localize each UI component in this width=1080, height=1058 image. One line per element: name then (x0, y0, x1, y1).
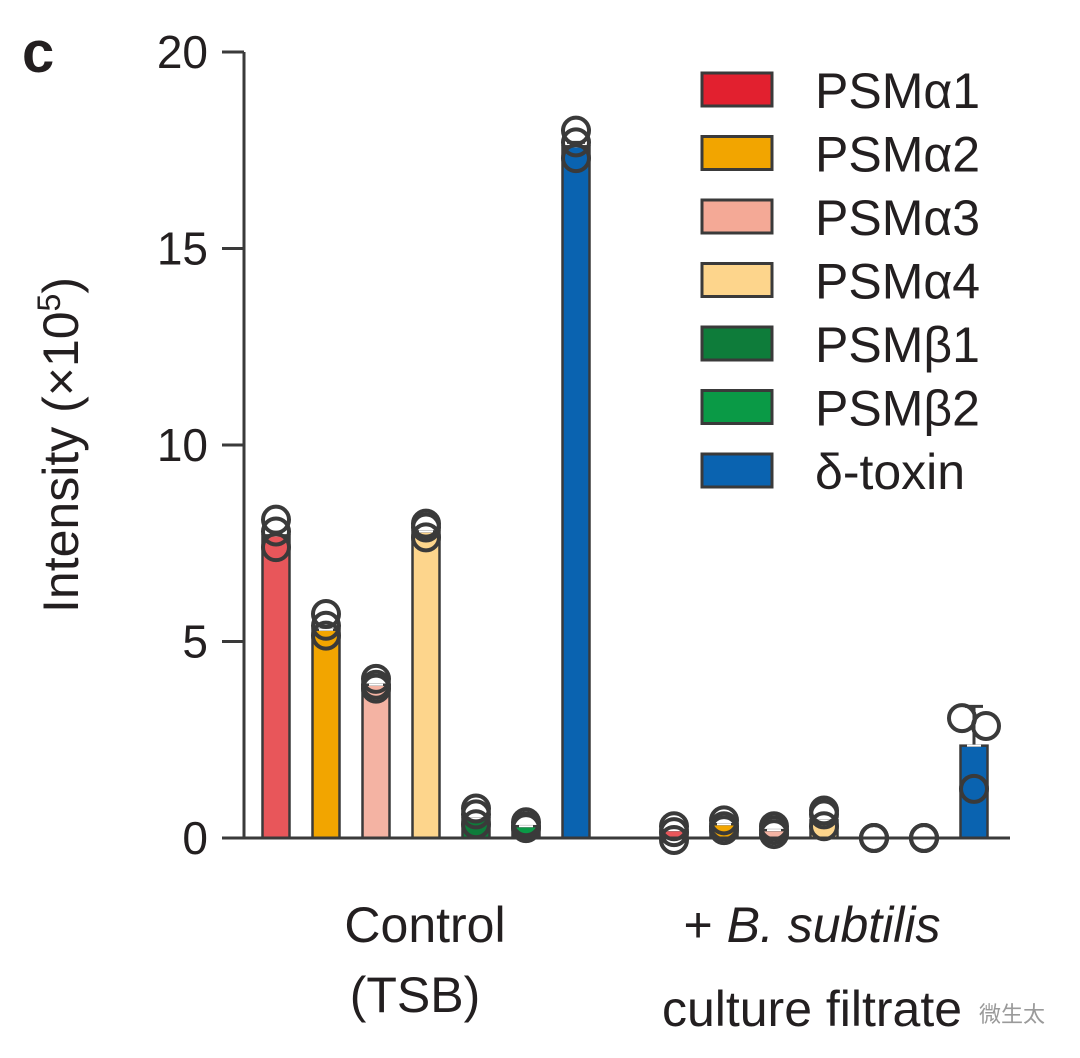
bar (561, 145, 591, 840)
y-axis-label-exponent: 5 (31, 294, 67, 312)
legend-item-1: PSMα2 (700, 127, 980, 183)
bar (311, 628, 341, 840)
bar-group-1-0 (311, 598, 341, 840)
bar (411, 530, 441, 840)
data-point (709, 815, 739, 846)
watermark: 微生太 (979, 1002, 1045, 1027)
group-label-treatment-line2: culture filtrate (662, 981, 962, 1037)
y-axis-label-text: Intensity (×10 (33, 311, 89, 613)
bar-group-6-1 (947, 703, 1001, 840)
legend-item-4: PSMβ1 (700, 317, 980, 373)
data-point (461, 799, 491, 830)
y-axis: 0 5 10 15 20 (157, 26, 1010, 864)
legend-item-3: PSMα4 (700, 254, 980, 310)
group-label-treatment-prefix: + (683, 897, 726, 953)
legend-item-6: δ-toxin (700, 444, 965, 500)
bar-group-2-0 (361, 663, 391, 840)
data-point (971, 710, 1001, 741)
data-point (659, 817, 689, 848)
legend-label: PSMβ2 (815, 381, 980, 437)
legend-swatch (700, 325, 774, 362)
y-tick-label-20: 20 (157, 26, 208, 78)
bar-group-3-1 (809, 795, 839, 842)
legend-swatch (700, 198, 774, 235)
y-tick-label-10: 10 (157, 419, 208, 471)
legend-item-0: PSMα1 (700, 63, 980, 119)
data-point (659, 824, 689, 855)
legend-item-5: PSMβ2 (700, 381, 980, 437)
bar (959, 744, 989, 840)
data-point (561, 143, 591, 174)
legend-swatch (700, 71, 774, 108)
legend-label: PSMα4 (815, 254, 980, 310)
y-tick-label-15: 15 (157, 223, 208, 275)
legend-swatch (700, 135, 774, 171)
group-label-control-line1: Control (344, 897, 505, 953)
bar-group-0-0 (261, 504, 291, 840)
group-label-treatment-species: B. subtilis (727, 897, 941, 953)
data-point (959, 773, 989, 804)
bar (261, 534, 291, 840)
data-point (809, 799, 839, 830)
group-label-treatment-line1: + B. subtilis (683, 897, 940, 953)
data-point (411, 522, 441, 553)
group-label-control-line2: (TSB) (350, 967, 481, 1023)
bar-group-3-0 (411, 508, 441, 840)
legend-label: PSMα1 (815, 63, 980, 119)
legend-label: δ-toxin (815, 444, 965, 500)
bar-group-1-1 (709, 805, 739, 846)
data-point (759, 819, 789, 850)
legend-swatch (700, 389, 774, 425)
y-tick-label-0: 0 (182, 812, 208, 864)
y-axis-label: Intensity (×105) (31, 277, 89, 613)
data-point (311, 598, 341, 629)
legend-swatch (700, 452, 774, 489)
data-point (561, 127, 591, 158)
legend: PSMα1 PSMα2 PSMα3 PSMα4 PSMβ1 PSMβ2 δ-toxin (700, 63, 980, 500)
bar-group-2-1 (759, 811, 789, 850)
legend-swatch (700, 262, 774, 298)
data-point (261, 516, 291, 547)
data-point (511, 813, 541, 844)
y-axis-label-close: ) (33, 277, 89, 294)
data-point (361, 673, 391, 704)
data-point (311, 620, 341, 651)
bar-group-0-1 (659, 811, 689, 855)
data-point (261, 532, 291, 563)
legend-label: PSMβ1 (815, 317, 980, 373)
bar-group-5-0 (511, 807, 541, 844)
data-point (311, 610, 341, 641)
data-point (411, 512, 441, 543)
legend-item-2: PSMα3 (700, 190, 980, 246)
bar-group-6-0 (561, 115, 591, 840)
y-tick-label-5: 5 (182, 616, 208, 668)
bar (361, 683, 391, 840)
legend-label: PSMα3 (815, 190, 980, 246)
bar-group-4-0 (461, 793, 491, 840)
legend-label: PSMα2 (815, 127, 980, 183)
x-axis-group-labels: Control (TSB) + B. subtilis culture filt… (344, 897, 962, 1037)
panel-label: c (22, 20, 54, 85)
